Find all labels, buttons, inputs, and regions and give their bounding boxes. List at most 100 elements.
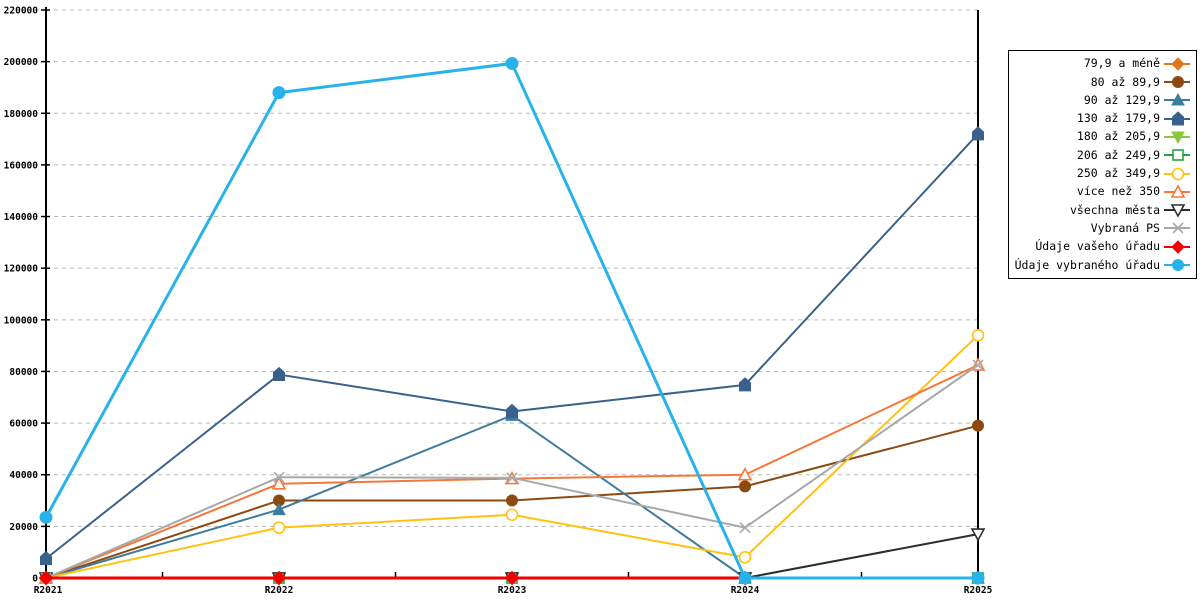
legend-item-9[interactable]: Vybraná PS <box>1011 220 1192 237</box>
series-line <box>45 499 280 579</box>
legend-item-label: 130 až 179,9 <box>1076 111 1160 126</box>
data-point <box>273 366 285 382</box>
y-axis-label: 180000 <box>4 109 39 120</box>
x-marker <box>1172 222 1184 235</box>
diamond-marker <box>271 570 287 586</box>
data-point <box>271 476 287 490</box>
data-point <box>739 480 751 493</box>
data-point <box>38 570 54 586</box>
y-axis-label: 120000 <box>4 264 39 275</box>
x-axis-label: R2022 <box>265 585 294 596</box>
circle-marker <box>1172 76 1184 89</box>
triangle-up-marker <box>737 467 753 481</box>
data-point <box>506 403 518 418</box>
legend-item-label: 90 až 129,9 <box>1083 92 1160 107</box>
pentagon-marker <box>273 366 285 382</box>
circle-marker <box>1171 167 1185 180</box>
data-point <box>738 551 752 564</box>
data-point <box>273 471 285 483</box>
triangle-up-icon <box>1164 184 1190 198</box>
series-line <box>45 373 280 560</box>
legend-item-3[interactable]: 130 až 179,9 <box>1011 110 1192 127</box>
y-axis-label: 40000 <box>9 470 38 481</box>
legend-item-1[interactable]: 80 až 89,9 <box>1011 74 1192 91</box>
legend-item-4[interactable]: 180 až 205,9 <box>1011 128 1192 145</box>
circle-marker <box>506 494 518 507</box>
y-axis-label: 80000 <box>9 367 38 378</box>
data-point <box>272 86 286 100</box>
diamond-marker <box>1171 240 1185 254</box>
triangle-down-icon <box>1164 204 1190 218</box>
y-axis-label: 140000 <box>4 212 39 223</box>
legend-item-5[interactable]: 206 až 249,9 <box>1011 147 1192 164</box>
series-line <box>45 476 280 579</box>
series-line <box>744 364 979 529</box>
circle-marker <box>738 551 752 564</box>
data-point <box>506 472 518 484</box>
data-point <box>505 508 519 522</box>
series-line <box>44 91 281 519</box>
series-line <box>744 132 979 386</box>
series-line <box>278 477 513 485</box>
pentagon-marker <box>40 550 52 566</box>
data-point <box>972 419 984 432</box>
triangle-up-marker <box>1170 184 1186 198</box>
data-point <box>971 329 985 342</box>
series-80-a-89-9 <box>40 419 984 584</box>
circle-marker <box>971 329 985 342</box>
y-axis-label: 0 <box>32 574 38 585</box>
legend-item-label: 80 až 89,9 <box>1090 74 1160 89</box>
legend-item-label: 79,9 a méně <box>1083 56 1160 71</box>
triangle-up-marker <box>272 502 286 516</box>
legend-item-2[interactable]: 90 až 129,9 <box>1011 92 1192 109</box>
data-point <box>739 522 751 534</box>
triangle-up-marker <box>271 476 287 490</box>
data-point <box>39 510 53 524</box>
series-line <box>511 414 746 579</box>
x-axis-label: R2025 <box>964 585 993 596</box>
circle-marker <box>505 508 519 522</box>
legend-item-label: více než 350 <box>1076 184 1160 199</box>
legend-item-label: všechna města <box>1069 202 1160 217</box>
gridlines <box>46 9 978 527</box>
data-point <box>971 571 985 585</box>
legend-item-label: 206 až 249,9 <box>1076 147 1160 162</box>
series-daje-va-eho-adu <box>38 570 753 586</box>
diamond-marker <box>1171 57 1185 71</box>
series-line <box>278 476 513 479</box>
y-axis-label: 100000 <box>4 315 39 326</box>
series-line <box>511 473 746 480</box>
legend-item-6[interactable]: 250 až 349,9 <box>1011 165 1192 182</box>
circle-marker <box>971 571 985 585</box>
series-line <box>744 364 979 476</box>
legend: 79,9 a méně 80 až 89,9 90 až 129,9 130 až 1… <box>1008 50 1197 279</box>
legend-item-7[interactable]: více než 350 <box>1011 183 1192 200</box>
data-point <box>40 550 52 566</box>
data-point <box>272 521 286 534</box>
series-line <box>278 513 513 529</box>
legend-item-11[interactable]: Údaje vybraného úřadu <box>1011 257 1192 274</box>
legend-item-label: Údaje vybraného úřadu <box>1014 257 1160 272</box>
data-point <box>972 126 984 141</box>
circle-marker <box>272 86 286 100</box>
data-point <box>504 570 520 586</box>
circle-icon <box>1164 76 1190 89</box>
triangle-up-icon <box>1164 93 1190 106</box>
circle-icon <box>1164 259 1190 272</box>
x-marker <box>739 522 751 534</box>
legend-item-label: Vybraná PS <box>1090 220 1160 235</box>
legend-item-label: 180 až 205,9 <box>1076 129 1160 144</box>
diamond-marker <box>504 570 520 586</box>
triangle-down-marker <box>970 528 986 542</box>
data-point <box>737 467 753 481</box>
legend-item-0[interactable]: 79,9 a méně <box>1011 55 1192 72</box>
legend-item-8[interactable]: všechna města <box>1011 202 1192 219</box>
legend-item-10[interactable]: Údaje vašeho úřadu <box>1011 238 1192 255</box>
data-point <box>739 377 751 392</box>
series-line <box>278 373 513 413</box>
data-point <box>271 570 287 586</box>
data-point <box>738 571 752 585</box>
triangle-up-marker <box>1171 93 1185 106</box>
data-point <box>972 359 984 371</box>
